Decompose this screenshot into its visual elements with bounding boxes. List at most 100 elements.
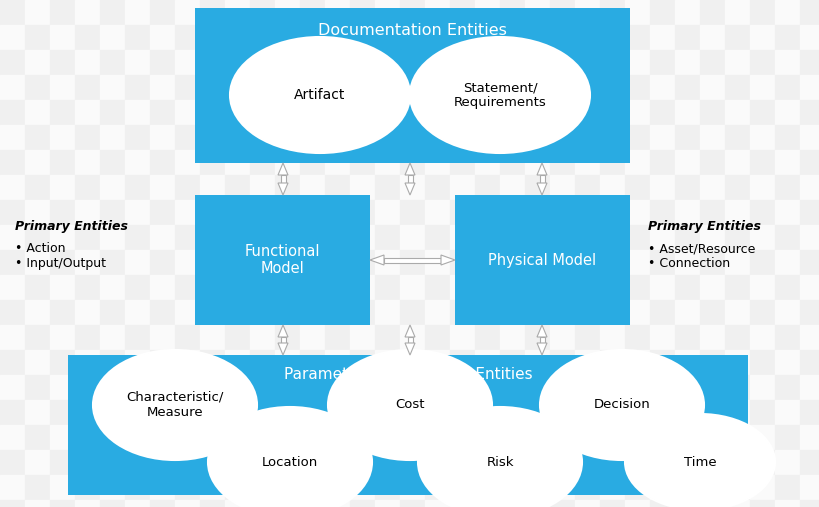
Bar [600, 0, 624, 25]
Bar [624, 425, 649, 450]
Bar [424, 300, 450, 325]
Bar [400, 75, 424, 100]
Ellipse shape [208, 407, 372, 507]
Bar [100, 125, 124, 150]
Bar [224, 400, 250, 425]
Bar [374, 500, 400, 507]
Bar [75, 200, 100, 225]
Bar [574, 475, 600, 500]
Bar [600, 175, 624, 200]
Bar [274, 125, 300, 150]
Bar [450, 50, 474, 75]
Bar [799, 175, 819, 200]
Bar [124, 75, 150, 100]
Bar [474, 150, 500, 175]
Bar [774, 225, 799, 250]
Bar [450, 125, 474, 150]
Bar [724, 0, 749, 25]
Bar [600, 450, 624, 475]
Bar [624, 475, 649, 500]
Bar [674, 25, 699, 50]
Bar [124, 25, 150, 50]
Bar [424, 0, 450, 25]
Bar [224, 275, 250, 300]
Bar [200, 0, 224, 25]
Bar [124, 325, 150, 350]
Bar [250, 175, 274, 200]
Bar [324, 200, 350, 225]
Bar [550, 75, 574, 100]
Text: Characteristic/
Measure: Characteristic/ Measure [126, 391, 224, 419]
Bar [150, 225, 174, 250]
Bar [574, 275, 600, 300]
Bar [324, 500, 350, 507]
Bar [100, 50, 124, 75]
Bar [749, 400, 774, 425]
Bar [100, 275, 124, 300]
Bar [25, 500, 50, 507]
Bar [150, 175, 174, 200]
Bar [280, 337, 285, 343]
Bar [574, 250, 600, 275]
Bar [374, 325, 400, 350]
Bar [500, 125, 524, 150]
Bar [674, 275, 699, 300]
Bar [574, 425, 600, 450]
Bar [124, 125, 150, 150]
Text: Artifact: Artifact [294, 88, 346, 102]
Bar [774, 275, 799, 300]
Bar [600, 200, 624, 225]
Bar [500, 325, 524, 350]
Bar [224, 150, 250, 175]
Bar [300, 125, 324, 150]
Bar [174, 300, 200, 325]
Bar [649, 425, 674, 450]
Bar [68, 355, 747, 495]
Bar [150, 200, 174, 225]
Bar [724, 425, 749, 450]
Bar [174, 475, 200, 500]
Bar [50, 450, 75, 475]
Bar [774, 50, 799, 75]
Bar [474, 400, 500, 425]
Bar [749, 500, 774, 507]
Bar [450, 175, 474, 200]
Bar [407, 337, 412, 343]
Bar [574, 500, 600, 507]
Bar [150, 425, 174, 450]
Bar [749, 75, 774, 100]
Bar [649, 150, 674, 175]
Bar [0, 425, 25, 450]
Bar [300, 150, 324, 175]
Bar [749, 200, 774, 225]
Bar [374, 50, 400, 75]
Bar [450, 150, 474, 175]
Bar [699, 375, 724, 400]
Bar [150, 450, 174, 475]
Polygon shape [405, 325, 414, 337]
Bar [350, 0, 374, 25]
Bar [350, 275, 374, 300]
Bar [300, 275, 324, 300]
Bar [75, 75, 100, 100]
Bar [699, 500, 724, 507]
Text: Decision: Decision [593, 399, 649, 412]
Bar [724, 400, 749, 425]
Bar [250, 75, 274, 100]
Bar [174, 50, 200, 75]
Bar [274, 200, 300, 225]
Bar [649, 0, 674, 25]
Polygon shape [405, 343, 414, 355]
Bar [424, 350, 450, 375]
Bar [400, 475, 424, 500]
Bar [174, 375, 200, 400]
Bar [250, 275, 274, 300]
Text: Time: Time [683, 455, 716, 468]
Bar [524, 300, 550, 325]
Bar [424, 150, 450, 175]
Bar [100, 200, 124, 225]
Bar [174, 150, 200, 175]
Bar [200, 475, 224, 500]
Bar [0, 150, 25, 175]
Bar [524, 375, 550, 400]
